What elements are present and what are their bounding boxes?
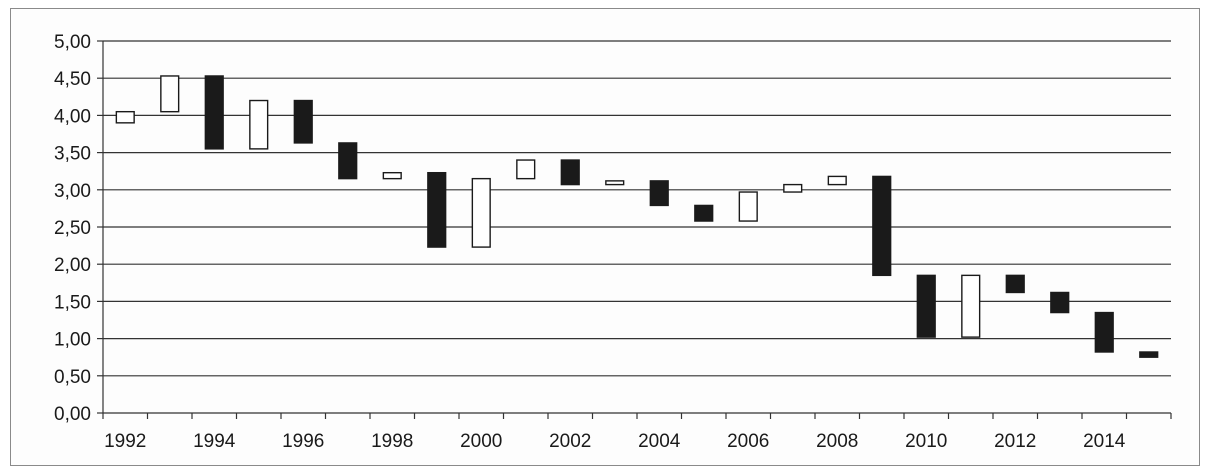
x-tick-label: 2004	[638, 431, 681, 452]
candle-up-2003	[605, 180, 625, 186]
y-tick-label: 0,00	[54, 404, 91, 425]
candle-down-2015	[1139, 351, 1159, 358]
candle-up-2008	[827, 175, 847, 186]
candle-down-2005	[694, 204, 714, 222]
x-tick-label: 2006	[727, 431, 769, 452]
candle-down-2002	[560, 159, 580, 186]
y-tick-label: 3,00	[54, 181, 91, 202]
x-tick-label: 2012	[994, 431, 1036, 452]
candle-down-1994	[204, 75, 224, 150]
candle-up-1993	[160, 75, 180, 113]
y-tick-label: 4,50	[54, 69, 91, 90]
x-tick-label: 1996	[282, 431, 324, 452]
candle-down-2014	[1094, 311, 1114, 353]
x-tick-label: 2010	[905, 431, 947, 452]
x-tick-label: 2000	[460, 431, 502, 452]
candle-up-2001	[516, 159, 536, 180]
axes	[97, 40, 1172, 419]
gridlines	[103, 40, 1171, 377]
x-tick-label: 1994	[193, 431, 236, 452]
candle-down-2012	[1005, 274, 1025, 294]
candlestick-chart: 0,00 0,50 1,00 1,50 2,00 2,50 3,00 3,50 4,00 4,50…	[54, 32, 1172, 452]
candle-down-2013	[1050, 291, 1070, 314]
candle-up-1998	[382, 171, 402, 180]
x-tick-labels: 1992 1994 1996 1998 2000 2002 2004 2006 2008 2010…	[104, 431, 1126, 452]
y-tick-label: 2,00	[54, 255, 91, 276]
chart-frame: 0,00 0,50 1,00 1,50 2,00 2,50 3,00 3,50 4,00 4,50…	[10, 8, 1200, 466]
candle-down-2009	[872, 175, 892, 277]
y-tick-label: 1,50	[54, 292, 91, 313]
candle-up-1992	[115, 110, 135, 124]
y-tick-label: 4,00	[54, 106, 91, 127]
x-tick-label: 2008	[816, 431, 858, 452]
candle-down-2010	[916, 274, 936, 338]
y-tick-label: 0,50	[54, 367, 91, 388]
candle-down-1999	[427, 171, 447, 248]
y-tick-label: 2,50	[54, 218, 91, 239]
x-tick-label: 1992	[104, 431, 146, 452]
x-tick-label: 1998	[371, 431, 413, 452]
candle-down-1996	[293, 99, 313, 144]
candle-up-2007	[783, 183, 803, 193]
candle-up-2000	[471, 177, 491, 248]
candle-up-2011	[961, 274, 981, 338]
x-tick-label: 2014	[1083, 431, 1126, 452]
y-tick-label: 5,00	[54, 32, 91, 53]
candle-down-1997	[338, 142, 358, 180]
y-tick-label: 1,00	[54, 330, 91, 351]
y-tick-labels: 0,00 0,50 1,00 1,50 2,00 2,50 3,00 3,50 4,00 4,50…	[54, 32, 91, 425]
candle-down-2004	[649, 180, 669, 207]
candle-up-2006	[738, 191, 758, 222]
candle-up-1995	[249, 99, 269, 150]
candle-bars	[115, 75, 1159, 358]
y-tick-label: 3,50	[54, 144, 91, 165]
x-tick-label: 2002	[549, 431, 591, 452]
